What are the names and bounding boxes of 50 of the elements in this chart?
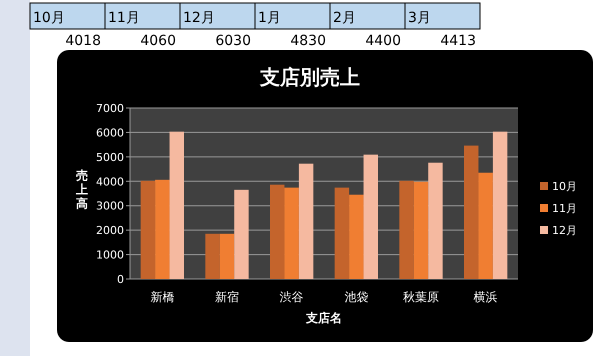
- text: 4018: [65, 33, 101, 49]
- bar: [492, 132, 508, 279]
- bar: [170, 132, 184, 279]
- y-tick-label: 6000: [96, 126, 124, 140]
- legend-label: 11月: [552, 202, 577, 215]
- bar: [464, 146, 478, 279]
- bar: [364, 154, 378, 279]
- x-axis-title: 支店名: [305, 311, 342, 325]
- bar: [270, 184, 284, 279]
- legend-label: 10月: [552, 180, 577, 193]
- x-tick-label: 横浜: [474, 290, 498, 304]
- bar: [478, 172, 493, 279]
- text: 4400: [365, 33, 401, 49]
- x-tick-label: 池袋: [344, 290, 368, 304]
- y-tick-label: 2000: [96, 224, 124, 238]
- bar: [414, 182, 428, 279]
- bar: [234, 190, 249, 279]
- text: 4830: [290, 33, 326, 49]
- x-tick-label: 新宿: [215, 290, 239, 304]
- text: 10月: [33, 10, 65, 26]
- bar: [284, 188, 299, 279]
- y-tick-label: 1000: [96, 248, 124, 262]
- x-tick-label: 渋谷: [280, 290, 304, 304]
- bar: [349, 194, 364, 279]
- text: 12月: [183, 10, 215, 26]
- text: 2月: [333, 10, 356, 26]
- y-tick-label: 7000: [96, 102, 124, 115]
- text: 3月: [408, 10, 431, 26]
- x-tick-label: 新橋: [150, 290, 174, 304]
- y-tick-label: 3000: [96, 200, 124, 213]
- text: 1月: [258, 10, 281, 26]
- chart-title: 支店別売上: [259, 65, 360, 89]
- bar: [428, 162, 443, 279]
- text: 4060: [140, 33, 176, 49]
- y-tick-label: 5000: [96, 150, 124, 164]
- y-tick-label: 4000: [96, 175, 124, 188]
- text: 6030: [215, 33, 251, 49]
- bar: [140, 180, 156, 279]
- legend-label: 12月: [552, 224, 577, 237]
- bar: [399, 180, 414, 279]
- y-tick-label: 0: [117, 273, 124, 286]
- text: 4413: [440, 33, 476, 49]
- bar: [205, 234, 220, 279]
- text: 11月: [108, 10, 140, 26]
- x-tick-label: 秋葉原: [403, 290, 439, 304]
- bar: [155, 180, 170, 279]
- bar: [220, 234, 234, 279]
- bar: [334, 188, 350, 279]
- y-axis-title: 売上高: [75, 168, 88, 210]
- bar: [298, 164, 314, 279]
